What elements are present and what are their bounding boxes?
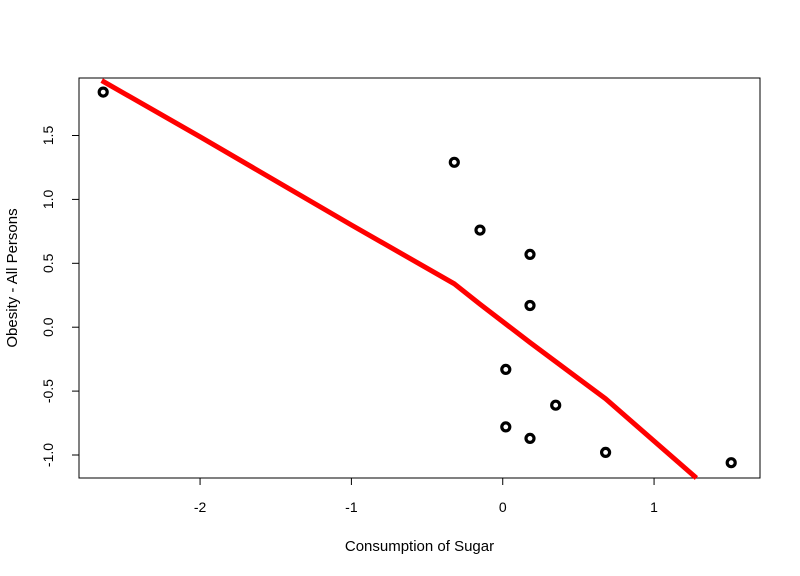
y-tick-label: 0.0 — [40, 317, 56, 337]
y-tick-label: 0.5 — [40, 253, 56, 273]
data-point — [97, 86, 109, 98]
data-point — [524, 432, 536, 444]
x-tick-label: 1 — [650, 499, 658, 515]
x-axis: -2 -1 0 1 — [194, 477, 658, 515]
x-tick-label: -1 — [345, 499, 358, 515]
y-tick-label: 1.5 — [40, 126, 56, 146]
data-point — [474, 224, 486, 236]
x-tick-label: 0 — [499, 499, 507, 515]
y-axis: -1.0 -0.5 0.0 0.5 1.0 1.5 — [40, 126, 80, 467]
data-point — [500, 363, 512, 375]
data-point — [725, 457, 737, 469]
x-axis-title: Consumption of Sugar — [345, 538, 494, 555]
x-tick-label: -2 — [194, 499, 207, 515]
y-axis-title: Obesity - All Persons — [4, 208, 21, 347]
y-tick-label: -1.0 — [40, 443, 56, 467]
data-point — [599, 446, 612, 458]
data-point — [448, 156, 460, 168]
fit-line-layer — [100, 78, 699, 480]
points-layer — [97, 86, 737, 469]
data-point — [524, 248, 536, 260]
data-point — [550, 399, 562, 411]
plot-frame — [78, 77, 761, 479]
fit-line — [100, 78, 699, 480]
data-point — [524, 299, 536, 312]
data-point — [500, 421, 512, 433]
y-tick-label: 1.0 — [40, 189, 56, 209]
y-tick-label: -0.5 — [40, 379, 56, 403]
